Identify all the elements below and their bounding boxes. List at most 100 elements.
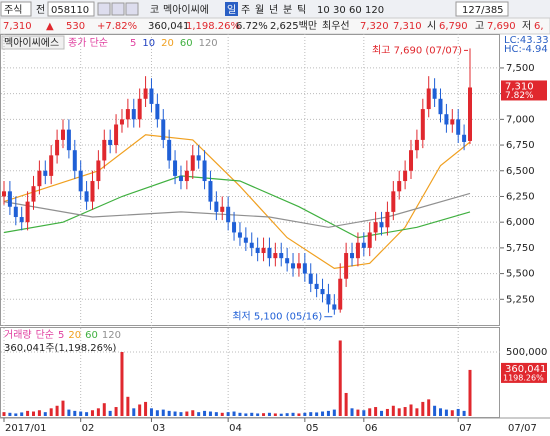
- volume-bar: [356, 409, 360, 416]
- y-tick-label: 6,750: [506, 140, 535, 151]
- market-select[interactable]: [0, 1, 32, 17]
- volume-bar: [338, 340, 342, 416]
- last-date: 07/07: [508, 423, 537, 434]
- last-change: 7.82%: [505, 91, 534, 101]
- open-label: 시: [427, 20, 436, 32]
- candle-body: [344, 253, 349, 279]
- candle-body: [90, 181, 95, 202]
- last-price: 7,310: [505, 81, 534, 92]
- volume-bar: [208, 411, 212, 416]
- interval[interactable]: 10: [317, 5, 330, 16]
- volume-bar: [114, 407, 118, 416]
- candle-body: [385, 211, 390, 228]
- x-tick-label: 07: [459, 423, 472, 434]
- next-button[interactable]: [125, 2, 139, 16]
- x-tick-label: 06: [365, 423, 378, 434]
- interval[interactable]: 30: [333, 5, 346, 16]
- price: 7,310: [3, 21, 32, 32]
- volume-bar: [161, 409, 165, 416]
- volume-bar: [279, 413, 283, 416]
- prev-button[interactable]: [111, 2, 125, 16]
- volume-bar: [191, 410, 195, 416]
- candle-body: [125, 109, 130, 120]
- volume-bar: [232, 411, 236, 416]
- candle-body: [296, 263, 301, 269]
- search-button[interactable]: [97, 2, 111, 16]
- volume-bar: [374, 407, 378, 416]
- volume-bar: [197, 412, 201, 416]
- volume-bar: [262, 413, 266, 416]
- volume-bar: [185, 411, 189, 416]
- candle-body: [468, 87, 472, 141]
- last-volume: 360,041: [505, 364, 546, 375]
- legend-entry: 5: [130, 38, 136, 49]
- stock-name: 멕아이씨에: [163, 4, 209, 16]
- volume-legend-entry: 60: [85, 330, 98, 341]
- candle-body: [114, 124, 119, 146]
- candle-body: [432, 88, 437, 99]
- candle-body: [450, 119, 455, 125]
- candle-body: [108, 139, 113, 146]
- period-day[interactable]: 일: [227, 4, 236, 16]
- code-box[interactable]: [47, 1, 95, 17]
- legend: 멕아이씨에스 종가 단순: [1, 35, 108, 50]
- candle-body: [220, 206, 225, 212]
- volume-bar: [297, 413, 301, 416]
- mode[interactable]: 전: [36, 4, 45, 16]
- y-tick-label: 7,000: [506, 114, 535, 125]
- period-month[interactable]: 월: [255, 4, 264, 16]
- volume-bar: [385, 408, 389, 416]
- candle-body: [361, 242, 366, 248]
- volume-bar: [350, 408, 354, 416]
- volume-bar: [96, 408, 100, 416]
- interval[interactable]: 60: [349, 5, 362, 16]
- volume-bar: [332, 409, 336, 416]
- volume-tick-label: 500,000: [506, 347, 547, 358]
- candle-body: [291, 263, 296, 269]
- volume-bar: [61, 400, 65, 416]
- high-note: 최고 7,690 (07/07): [372, 44, 462, 56]
- candle-body: [96, 160, 101, 182]
- candle-body: [462, 134, 467, 142]
- period-week[interactable]: 주: [241, 5, 250, 16]
- period-year[interactable]: 년: [269, 4, 278, 16]
- volume-bar: [179, 412, 183, 416]
- candle-body: [119, 119, 124, 125]
- candle-body: [355, 242, 360, 259]
- volume-bar: [173, 411, 177, 416]
- volume-bar: [43, 412, 47, 416]
- candle-body: [397, 181, 402, 192]
- price-panel: [0, 34, 500, 326]
- volume-bar: [285, 413, 289, 416]
- volume-bar: [2, 412, 6, 416]
- change-rate: +7.82%: [97, 21, 137, 32]
- last-price-badge: [501, 80, 547, 101]
- period-selected[interactable]: [225, 2, 238, 16]
- y-tick-label: 6,500: [506, 166, 535, 177]
- candle-body: [326, 294, 331, 305]
- candle-body: [184, 170, 189, 182]
- count-box[interactable]: [455, 1, 509, 17]
- candle-body: [178, 175, 183, 182]
- volume-bar: [409, 404, 413, 416]
- high-label: 고: [475, 21, 484, 32]
- volume-bar: [244, 413, 248, 416]
- last-volume-change: 1198.26%: [503, 373, 544, 382]
- market-tag: 코: [150, 5, 159, 16]
- period-minute[interactable]: 분: [283, 4, 292, 16]
- count: 127/385: [462, 5, 504, 16]
- volume-bar: [37, 410, 41, 416]
- period-tick[interactable]: 틱: [297, 4, 306, 16]
- x-tick-label: 04: [229, 423, 242, 434]
- candle-body: [149, 88, 154, 104]
- candle-body: [37, 170, 42, 187]
- candle-body: [314, 283, 319, 290]
- volume-bar: [391, 405, 395, 416]
- candle-body: [302, 263, 307, 274]
- volume-bar: [256, 413, 260, 416]
- volume-bar: [155, 410, 159, 416]
- interval[interactable]: 120: [365, 5, 384, 16]
- stock-name: 멕아이씨에스: [4, 37, 59, 49]
- candle-body: [379, 222, 384, 228]
